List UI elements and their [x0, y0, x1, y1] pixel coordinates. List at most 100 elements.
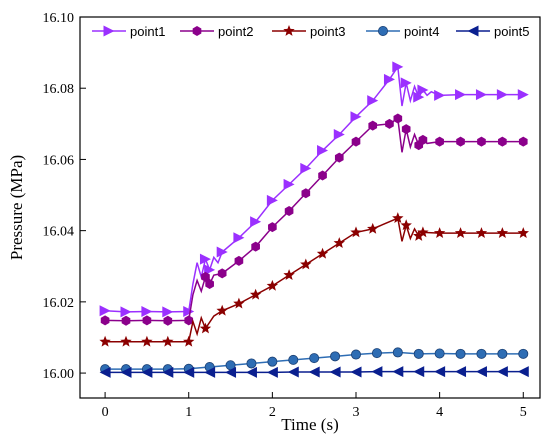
y-tick-label: 16.10 — [43, 11, 75, 26]
data-point-point4 — [246, 358, 257, 369]
legend-marker — [103, 25, 115, 37]
y-tick-label: 16.06 — [43, 153, 75, 168]
data-point-point1 — [455, 89, 467, 101]
data-point-point1 — [283, 178, 295, 190]
x-axis-title: Time (s) — [281, 415, 338, 434]
data-point-point1 — [417, 84, 429, 96]
data-point-point2 — [393, 113, 403, 124]
data-point-point5 — [99, 366, 111, 378]
data-point-point2 — [163, 315, 173, 326]
data-point-point2 — [368, 120, 378, 131]
data-point-point1 — [496, 89, 508, 101]
data-point-point5 — [162, 366, 174, 378]
data-point-point1 — [317, 145, 329, 157]
x-tick-label: 2 — [269, 405, 276, 420]
series-point1 — [99, 61, 529, 318]
data-point-point3 — [333, 237, 345, 248]
data-point-point1 — [367, 95, 379, 107]
data-point-point5 — [266, 366, 278, 378]
data-point-point3 — [183, 335, 195, 347]
y-tick-label: 16.00 — [43, 367, 75, 382]
data-point-point2 — [284, 206, 294, 217]
data-point-point3 — [233, 297, 245, 309]
data-point-point4 — [497, 348, 508, 359]
data-point-point3 — [433, 227, 446, 238]
data-point-point2 — [498, 136, 507, 147]
data-point-point1 — [392, 61, 404, 73]
data-point-point3 — [141, 335, 153, 347]
data-point-point4 — [518, 348, 529, 359]
data-point-point2 — [205, 279, 214, 290]
data-point-point1 — [475, 89, 487, 101]
data-point-point3 — [300, 258, 312, 270]
data-point-point3 — [413, 229, 425, 241]
data-point-point5 — [434, 366, 446, 378]
data-point-point5 — [392, 366, 404, 378]
data-point-point5 — [475, 366, 487, 378]
legend-label: point1 — [130, 24, 165, 39]
data-point-point1 — [120, 306, 132, 318]
plot-area — [99, 61, 529, 378]
data-point-point1 — [199, 253, 211, 265]
data-point-point1 — [517, 89, 529, 101]
data-point-point1 — [233, 232, 245, 244]
data-point-point4 — [288, 354, 299, 365]
x-tick-label: 5 — [520, 405, 527, 420]
data-point-point5 — [329, 366, 341, 378]
legend-label: point2 — [218, 24, 253, 39]
data-point-point5 — [371, 366, 383, 378]
data-point-point2 — [418, 134, 428, 145]
data-point-point2 — [301, 188, 311, 199]
data-point-point3 — [350, 226, 362, 238]
data-point-point3 — [266, 279, 279, 291]
legend-entry-point4: point4 — [366, 24, 439, 39]
data-point-point2 — [268, 222, 277, 233]
data-point-point2 — [234, 255, 244, 266]
data-point-point4 — [476, 348, 487, 359]
data-point-point3 — [392, 212, 404, 224]
y-tick-label: 16.02 — [43, 296, 75, 311]
data-point-point1 — [333, 129, 345, 141]
y-tick-label: 16.08 — [43, 82, 75, 97]
series-point3 — [99, 212, 529, 347]
data-point-point3 — [454, 227, 467, 238]
data-point-point1 — [400, 77, 412, 89]
data-point-point2 — [142, 315, 152, 326]
data-point-point5 — [308, 366, 320, 378]
data-point-point5 — [141, 366, 153, 378]
data-point-point2 — [518, 136, 528, 147]
data-point-point3 — [162, 335, 174, 347]
data-point-point4 — [455, 348, 466, 359]
data-point-point2 — [435, 136, 444, 147]
data-point-point5 — [287, 366, 299, 378]
legend-marker — [377, 25, 388, 36]
data-point-point2 — [401, 124, 411, 135]
data-point-point2 — [334, 152, 344, 163]
legend-marker — [192, 26, 202, 36]
data-point-point3 — [400, 219, 412, 231]
data-point-point1 — [162, 306, 174, 318]
data-point-point3 — [496, 227, 509, 238]
y-tick-label: 16.04 — [43, 225, 75, 240]
data-point-point1 — [250, 216, 262, 228]
data-point-point2 — [217, 268, 227, 279]
legend-entry-point3: point3 — [272, 24, 345, 39]
data-point-point1 — [183, 305, 195, 317]
data-point-point4 — [309, 353, 320, 364]
x-tick-label: 1 — [185, 405, 192, 420]
legend-entry-point2: point2 — [180, 24, 253, 39]
series-point2 — [100, 113, 528, 326]
legend-entry-point5: point5 — [456, 24, 529, 39]
data-point-point5 — [225, 366, 237, 378]
data-point-point1 — [99, 305, 111, 317]
data-point-point1 — [383, 73, 395, 85]
data-point-point2 — [456, 136, 465, 147]
data-point-point5 — [413, 366, 425, 378]
data-point-point4 — [413, 348, 424, 359]
legend-label: point4 — [404, 24, 439, 39]
legend: point1 point2 point3 point4 point5 — [92, 24, 529, 39]
data-point-point5 — [517, 366, 529, 378]
data-point-point4 — [350, 349, 361, 360]
data-point-point2 — [201, 271, 210, 282]
